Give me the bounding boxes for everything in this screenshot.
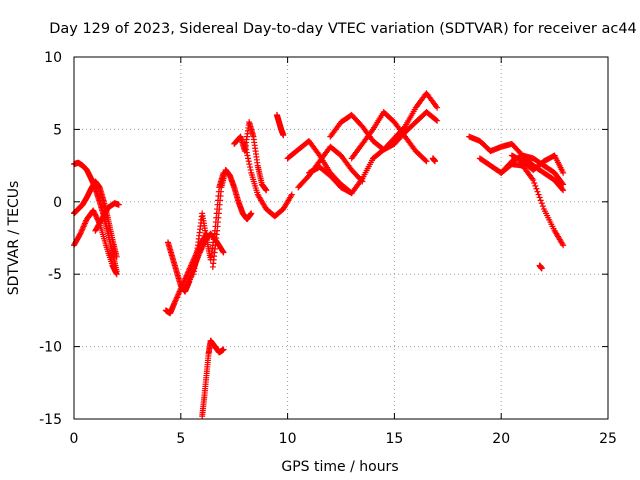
series-track-19: [348, 109, 430, 165]
x-tick-label: 10: [279, 431, 297, 447]
x-axis-label: GPS time / hours: [281, 459, 398, 475]
data-point: [92, 212, 99, 219]
data-point: [533, 185, 540, 192]
data-point: [241, 140, 248, 147]
y-tick-label: 5: [53, 122, 62, 138]
data-point: [245, 155, 252, 162]
series-track-17: [305, 155, 377, 197]
data-point: [532, 182, 539, 189]
x-tick-label: 5: [176, 431, 185, 447]
data-point: [94, 215, 101, 222]
series-track-13: [241, 140, 295, 220]
x-tick-label: 25: [599, 431, 617, 447]
data-point: [537, 197, 544, 204]
series-track-18: [327, 111, 409, 153]
series-track-12: [231, 119, 270, 194]
series-track-14: [273, 111, 287, 139]
data-point: [220, 249, 227, 256]
series-track-21: [391, 109, 441, 147]
data-point: [534, 188, 541, 195]
data-point: [92, 211, 99, 218]
y-tick-label: 0: [53, 195, 62, 211]
data-point: [535, 191, 542, 198]
data-point: [248, 210, 255, 217]
series-track-20: [370, 90, 441, 162]
y-tick-label: -5: [48, 267, 62, 283]
data-point: [247, 164, 254, 171]
data-point: [536, 194, 543, 201]
data-point: [280, 132, 287, 139]
x-tick-label: 0: [70, 431, 79, 447]
data-point: [243, 146, 250, 153]
series-track-25: [498, 152, 567, 194]
series-track-10: [199, 337, 214, 420]
data-point: [91, 210, 98, 217]
data-point: [538, 265, 545, 272]
data-point: [220, 346, 227, 353]
data-point: [431, 158, 438, 165]
series-track-22: [429, 155, 438, 165]
x-tick-label: 15: [385, 431, 403, 447]
data-point: [246, 161, 253, 168]
data-point: [247, 166, 254, 173]
data-point: [90, 208, 97, 215]
data-point: [288, 191, 295, 198]
data-point: [560, 187, 567, 194]
data-point: [531, 179, 538, 186]
data-point: [560, 169, 567, 176]
series-track-27: [536, 262, 545, 272]
data-point: [401, 124, 408, 131]
data-point: [219, 248, 226, 255]
data-point: [244, 152, 251, 159]
series-track-03: [71, 207, 120, 278]
data-point: [242, 143, 249, 150]
grid: [74, 57, 608, 419]
data-point: [263, 187, 270, 194]
y-tick-label: -15: [39, 412, 62, 428]
data-point: [538, 200, 545, 207]
series-track-11: [207, 337, 227, 356]
data-point: [559, 186, 566, 193]
data-point: [113, 253, 120, 260]
data-point: [560, 242, 567, 249]
data-point: [93, 214, 100, 221]
x-tick-label: 20: [492, 431, 510, 447]
data-point: [434, 104, 441, 111]
data-point: [90, 207, 97, 214]
series-track-09: [209, 166, 255, 270]
axis-ticks: 0 5 10 15 20 25 -15 -10 -5 0 5 10: [39, 50, 617, 447]
data-point: [530, 177, 537, 184]
data-point: [113, 271, 120, 278]
y-tick-label: 10: [44, 50, 62, 66]
data-point: [243, 149, 250, 156]
data-point: [245, 158, 252, 165]
data-point: [539, 203, 546, 210]
data-point: [422, 157, 429, 164]
chart-title: Day 129 of 2023, Sidereal Day-to-day VTE…: [49, 21, 637, 37]
series-track-26: [508, 152, 567, 176]
series-track-04: [92, 200, 122, 234]
data-point: [434, 117, 441, 124]
y-tick-label: -10: [39, 340, 62, 356]
plot-frame: [73, 56, 609, 420]
y-axis-label: SDTVAR / TECUs: [6, 181, 22, 296]
data-point: [433, 116, 440, 123]
data-points: [71, 90, 567, 420]
data-point: [76, 231, 83, 238]
data-point: [115, 201, 122, 208]
series-track-24: [476, 155, 567, 249]
data-point: [423, 158, 430, 165]
